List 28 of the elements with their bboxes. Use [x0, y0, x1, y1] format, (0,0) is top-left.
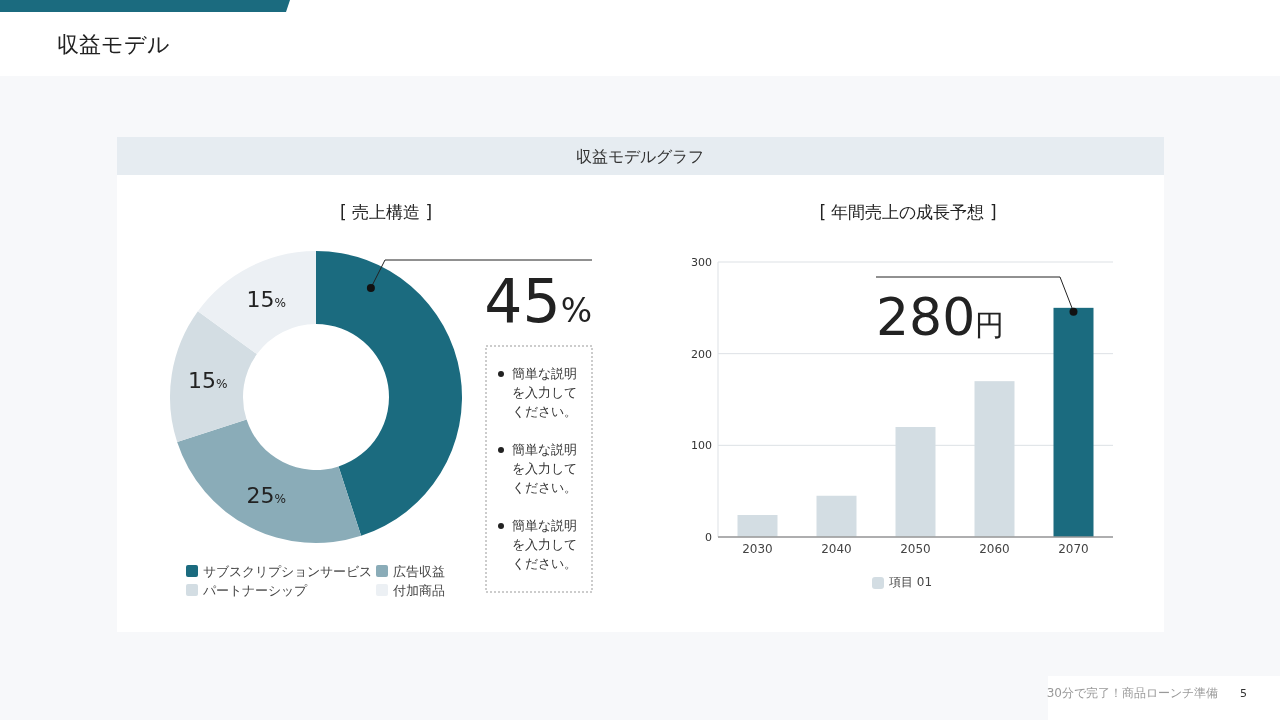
- chart-title: [ 売上構造 ]: [339, 202, 433, 222]
- x-tick-label: 2050: [900, 542, 931, 556]
- y-tick-label: 300: [691, 256, 712, 269]
- x-tick-label: 2060: [979, 542, 1010, 556]
- text: 5: [1240, 687, 1247, 700]
- text: 30分で完了！商品ローンチ準備: [1046, 686, 1218, 700]
- data-label: 15%: [188, 367, 228, 393]
- text: 簡単な説明を入力してください。: [512, 518, 577, 571]
- text: 収益モデル: [57, 32, 170, 57]
- x-tick-label: 2070: [1058, 542, 1089, 556]
- legend-label: 項目 01: [888, 575, 933, 589]
- text: 簡単な説明を入力してください。: [512, 442, 577, 495]
- annotation: 280円: [876, 287, 1005, 347]
- y-tick-label: 200: [691, 347, 712, 361]
- legend-label: 広告収益: [393, 564, 445, 579]
- legend-label: 付加商品: [392, 583, 445, 598]
- x-tick-label: 2040: [821, 542, 852, 556]
- y-tick-label: 100: [691, 439, 712, 453]
- x-tick-label: 2030: [742, 542, 773, 556]
- legend-label: パートナーシップ: [202, 583, 308, 598]
- text: 収益モデルグラフ: [576, 147, 704, 166]
- text: 45%: [484, 266, 592, 336]
- chart-title: [ 年間売上の成長予想 ]: [819, 202, 997, 222]
- legend-label: サブスクリプションサービス: [203, 564, 372, 579]
- text: 簡単な説明を入力してください。: [512, 366, 577, 419]
- data-label: 25%: [246, 482, 287, 508]
- data-label: 15%: [246, 287, 287, 313]
- y-tick-label: 0: [705, 531, 712, 544]
